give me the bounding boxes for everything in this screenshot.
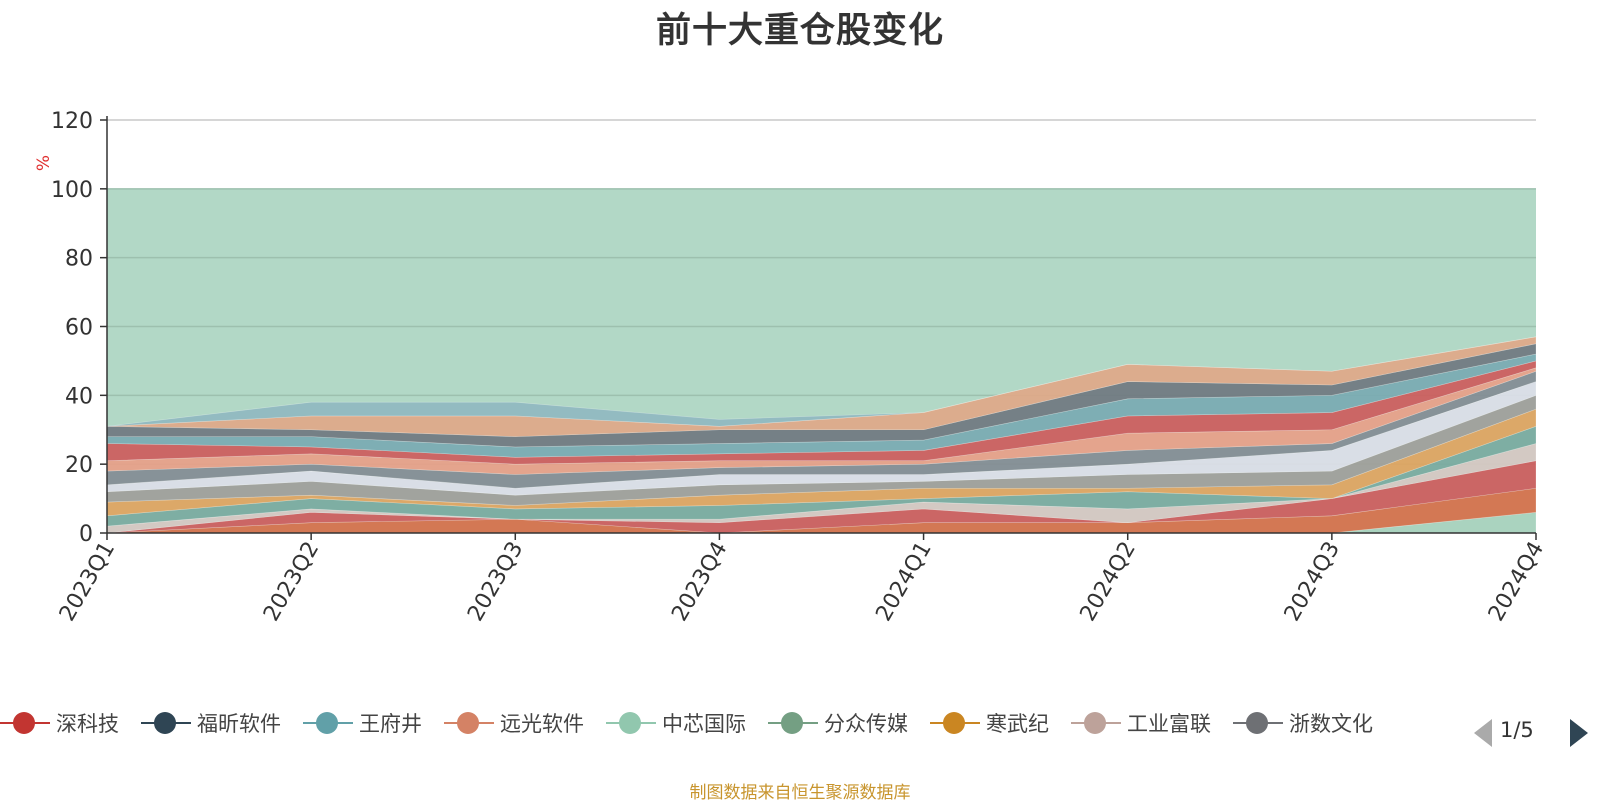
area-band-4 [106, 425, 1537, 527]
data-source-note: 制图数据来自恒生聚源数据库 [689, 783, 911, 803]
legend-label: 中芯国际 [662, 712, 746, 736]
y-tick-label: 120 [51, 109, 93, 134]
x-tick-label: 2023Q1 [55, 538, 120, 626]
legend-marker-icon [930, 711, 980, 735]
legend-marker-icon [1233, 711, 1283, 735]
legend-item[interactable]: 工业富联 [1071, 708, 1211, 738]
legend-marker-icon [768, 711, 818, 735]
legend: 深科技 福昕软件 王府井 远光软件 中芯国际 分众传媒 寒武纪 工业富联 浙数文化 [0, 708, 1490, 744]
y-axis-label: % [34, 155, 54, 171]
legend-item[interactable]: 远光软件 [444, 708, 584, 738]
legend-item[interactable]: 分众传媒 [768, 708, 908, 738]
area-band-5 [106, 408, 1537, 517]
area-band-9 [106, 367, 1537, 475]
legend-item[interactable]: 寒武纪 [930, 708, 1049, 738]
legend-label: 寒武纪 [986, 712, 1049, 736]
chart-svg: 0 20 40 60 80 100 120 2023Q1 2023Q2 2023Q3 2023Q4 2… [34, 109, 1549, 626]
y-tick-label: 100 [51, 178, 93, 203]
legend-label: 福昕软件 [197, 712, 281, 736]
legend-marker-icon [141, 711, 191, 735]
area-band-10 [106, 360, 1537, 465]
area-band-14 [106, 336, 1537, 427]
legend-marker-icon [1071, 711, 1121, 735]
chart-title: 前十大重仓股变化 [655, 11, 944, 51]
legend-marker-icon [606, 711, 656, 735]
x-tick-label: 2024Q1 [871, 538, 936, 626]
legend-item[interactable]: 浙数文化 [1233, 708, 1373, 738]
x-tick-label: 2023Q2 [259, 538, 324, 626]
legend-label: 王府井 [359, 712, 422, 736]
x-tick-label: 2023Q3 [463, 538, 528, 626]
legend-prev-page-icon[interactable] [1474, 719, 1492, 747]
legend-label: 分众传媒 [824, 712, 908, 736]
y-tick-label: 80 [65, 247, 93, 272]
legend-label: 浙数文化 [1289, 712, 1373, 736]
y-tick-label: 60 [65, 316, 93, 341]
x-tick-label: 2023Q4 [667, 538, 732, 626]
stacked-areas [106, 336, 1537, 534]
legend-item[interactable]: 福昕软件 [141, 708, 281, 738]
y-tick-label: 0 [79, 522, 93, 547]
x-tick-label: 2024Q4 [1484, 538, 1549, 626]
legend-marker-icon [303, 711, 353, 735]
x-tick-label: 2024Q3 [1280, 538, 1345, 626]
legend-marker-icon [444, 711, 494, 735]
legend-label: 工业富联 [1127, 712, 1211, 736]
area-band-11 [106, 353, 1537, 458]
legend-item[interactable]: 中芯国际 [606, 708, 746, 738]
y-tick-label: 20 [65, 453, 93, 478]
legend-next-page-icon[interactable] [1570, 719, 1588, 747]
legend-label: 远光软件 [500, 712, 584, 736]
y-tick-label: 40 [65, 384, 93, 409]
legend-page-indicator: 1/5 [1500, 718, 1534, 742]
legend-item[interactable]: 王府井 [303, 708, 422, 738]
area-band-6 [106, 394, 1537, 506]
x-tick-label: 2024Q2 [1076, 538, 1141, 626]
legend-item[interactable]: 深科技 [0, 708, 119, 738]
area-band-7 [106, 381, 1537, 496]
legend-label: 深科技 [56, 712, 119, 736]
legend-marker-icon [0, 711, 50, 735]
